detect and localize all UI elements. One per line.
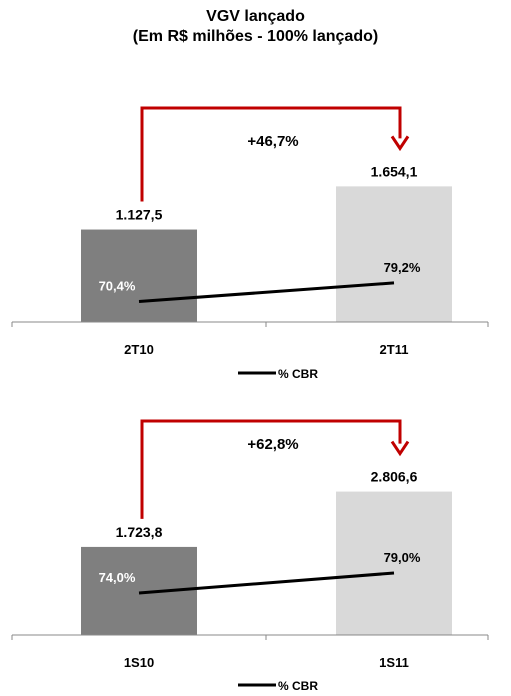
- bar-value-label: 1.127,5: [116, 207, 163, 223]
- growth-arrow: [140, 106, 402, 202]
- legend-label: % CBR: [278, 367, 318, 381]
- cbr-value-label: 74,0%: [99, 570, 136, 585]
- bar-1S11: [336, 491, 452, 635]
- bar-2T11: [336, 186, 452, 322]
- cbr-value-label: 70,4%: [99, 279, 136, 294]
- growth-arrow: [140, 419, 402, 519]
- category-label: 2T11: [380, 342, 409, 357]
- chart-title-line1: VGV lançado: [206, 8, 305, 25]
- cbr-line: [138, 571, 395, 595]
- cbr-value-label: 79,2%: [384, 260, 421, 275]
- growth-arrowhead: [390, 135, 410, 152]
- growth-label: +62,8%: [247, 436, 298, 453]
- category-label: 2T10: [124, 342, 154, 357]
- growth-label: +46,7%: [247, 133, 298, 150]
- cbr-value-label: 79,0%: [384, 550, 421, 565]
- bar-value-label: 2.806,6: [371, 469, 418, 485]
- bar-value-label: 1.723,8: [116, 524, 163, 540]
- chart-title-line2: (Em R$ milhões - 100% lançado): [132, 28, 379, 45]
- cbr-line: [138, 281, 395, 304]
- bar-value-label: 1.654,1: [371, 163, 418, 179]
- legend-label: % CBR: [278, 679, 318, 693]
- growth-arrowhead: [390, 440, 410, 457]
- category-label: 1S10: [124, 655, 154, 670]
- category-label: 1S11: [379, 655, 409, 670]
- bar-2T10: [81, 229, 197, 322]
